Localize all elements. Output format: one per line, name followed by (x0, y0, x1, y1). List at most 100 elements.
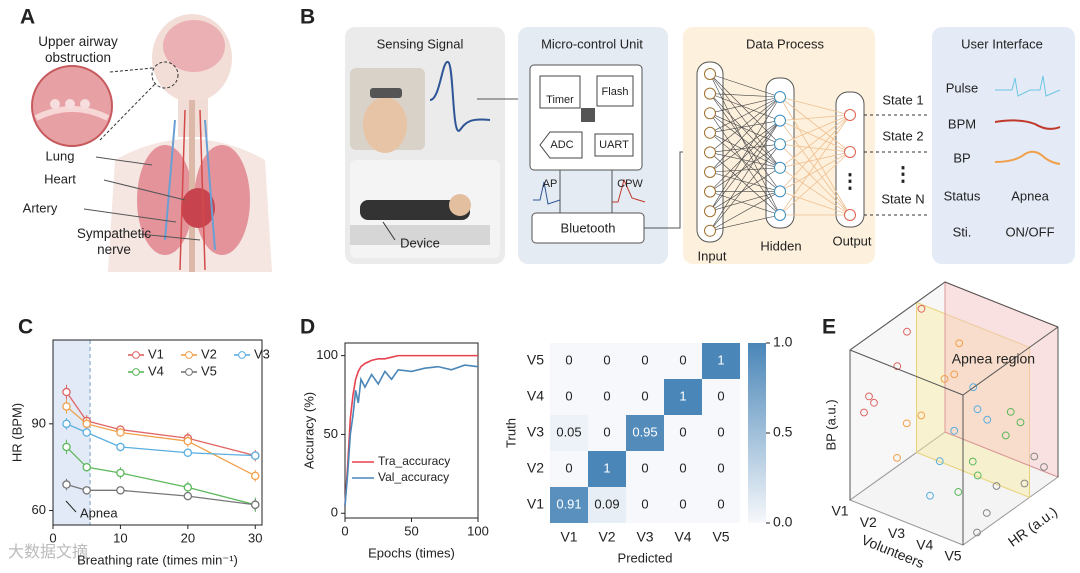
colorbar (748, 343, 766, 523)
x-tick-label: 30 (248, 530, 262, 545)
cell-label: 0.95 (632, 424, 657, 439)
legend-marker (185, 351, 193, 359)
device-label: Device (400, 235, 440, 250)
data-point (954, 488, 963, 496)
nn-edge (709, 96, 781, 212)
cell-label: 0.09 (594, 496, 619, 511)
data-point (1001, 431, 1010, 440)
series-line (66, 423, 256, 457)
nn-edge (779, 120, 851, 153)
heatmap-cell (664, 451, 702, 487)
nn-node (774, 185, 786, 198)
data-point (82, 462, 91, 472)
y-tick-label: V2 (527, 460, 544, 476)
heatmap-cell (626, 487, 664, 523)
y-axis-label: HR (BPM) (9, 403, 24, 462)
heatmap-cell (550, 487, 588, 523)
nn-node (704, 146, 716, 159)
cell-label: 0 (641, 496, 648, 511)
data-point (116, 442, 125, 452)
nn-edge (709, 120, 781, 192)
data-point (251, 500, 260, 510)
svg-text:⋮: ⋮ (893, 163, 913, 185)
anatomy-label: Artery (23, 200, 58, 215)
y-tick-label: 90 (32, 415, 46, 430)
heatmap-cell (588, 451, 626, 487)
cell-label: 0 (641, 460, 648, 475)
cell-label: 0 (717, 496, 724, 511)
anatomy-label: Lung (46, 148, 75, 163)
nn-edge (779, 143, 851, 153)
anatomy-illustration (31, 14, 272, 272)
box-edge (944, 281, 1059, 328)
data-point (251, 451, 260, 460)
heatmap-cell (664, 487, 702, 523)
series-line (66, 405, 256, 477)
nn-edge (709, 191, 781, 216)
nn-edge (709, 191, 781, 232)
nn-edge (709, 191, 781, 212)
x-tick-label: V3 (636, 529, 653, 545)
nn-edge (709, 167, 781, 212)
colorbar-label: 1.0 (773, 334, 793, 350)
data-point (62, 419, 71, 429)
ui-row-label: Sti. (953, 224, 972, 239)
nn-edge (709, 144, 781, 231)
module-label: ADC (550, 139, 573, 151)
module-label: UART (599, 139, 629, 151)
anatomy-label: Upper airway obstruction (38, 34, 118, 65)
nn-edge (779, 167, 851, 216)
legend-label: V3 (254, 346, 270, 361)
legend-label: V2 (201, 346, 217, 361)
y-tick-label: V3 (527, 424, 544, 440)
ui-row-value: ON/OFF (1005, 224, 1054, 239)
data-point (183, 491, 193, 501)
data-point (62, 480, 71, 489)
heatmap-cell (550, 451, 588, 487)
heatmap-cell (588, 343, 626, 379)
data-point (62, 402, 71, 411)
ui-row-label: Status (944, 188, 981, 203)
data-point (926, 491, 934, 500)
heatmap-cell (702, 451, 740, 487)
x-axis-label: Breathing rate (times min⁻¹) (77, 552, 238, 567)
data-point (1006, 407, 1015, 416)
nn-edge (709, 120, 781, 212)
heatmap-cell (626, 343, 664, 379)
plot-frame (52, 339, 263, 526)
nn-edge (709, 214, 781, 232)
heatmap-cell (550, 379, 588, 415)
y-tick-label: V5 (527, 352, 544, 368)
panel-label: C (18, 316, 33, 339)
data-point (251, 471, 260, 481)
data-point (870, 398, 878, 407)
heatmap-cell (664, 415, 702, 451)
legend-marker (132, 351, 140, 359)
cell-label: 0 (565, 352, 572, 367)
state-label: State 1 (882, 92, 923, 107)
nn-edge (779, 151, 851, 192)
y-tick-label: 50 (324, 426, 338, 441)
cell-label: 0 (565, 460, 572, 475)
y-tick-label: 0 (331, 505, 338, 520)
data-point (903, 327, 911, 336)
legend-marker (185, 368, 193, 376)
module-label: Timer (546, 94, 574, 106)
cell-label: 0 (717, 388, 724, 403)
x-tick-label: 100 (467, 523, 489, 538)
box-edge (849, 349, 964, 396)
nn-node (844, 109, 856, 121)
ui-row-label: BP (953, 150, 970, 165)
x-tick-label: V5 (944, 548, 961, 564)
x-tick-label: V1 (831, 503, 848, 519)
cell-label: 0 (641, 352, 648, 367)
nn-node (704, 107, 716, 120)
x-tick-label: V2 (598, 529, 615, 545)
nn-edge (709, 167, 781, 173)
data-point (1040, 463, 1048, 471)
heatmap-cell (664, 379, 702, 415)
legend-label: Tra_accuracy (378, 454, 450, 468)
state-label: State N (881, 191, 924, 206)
legend-label: V4 (148, 363, 164, 378)
